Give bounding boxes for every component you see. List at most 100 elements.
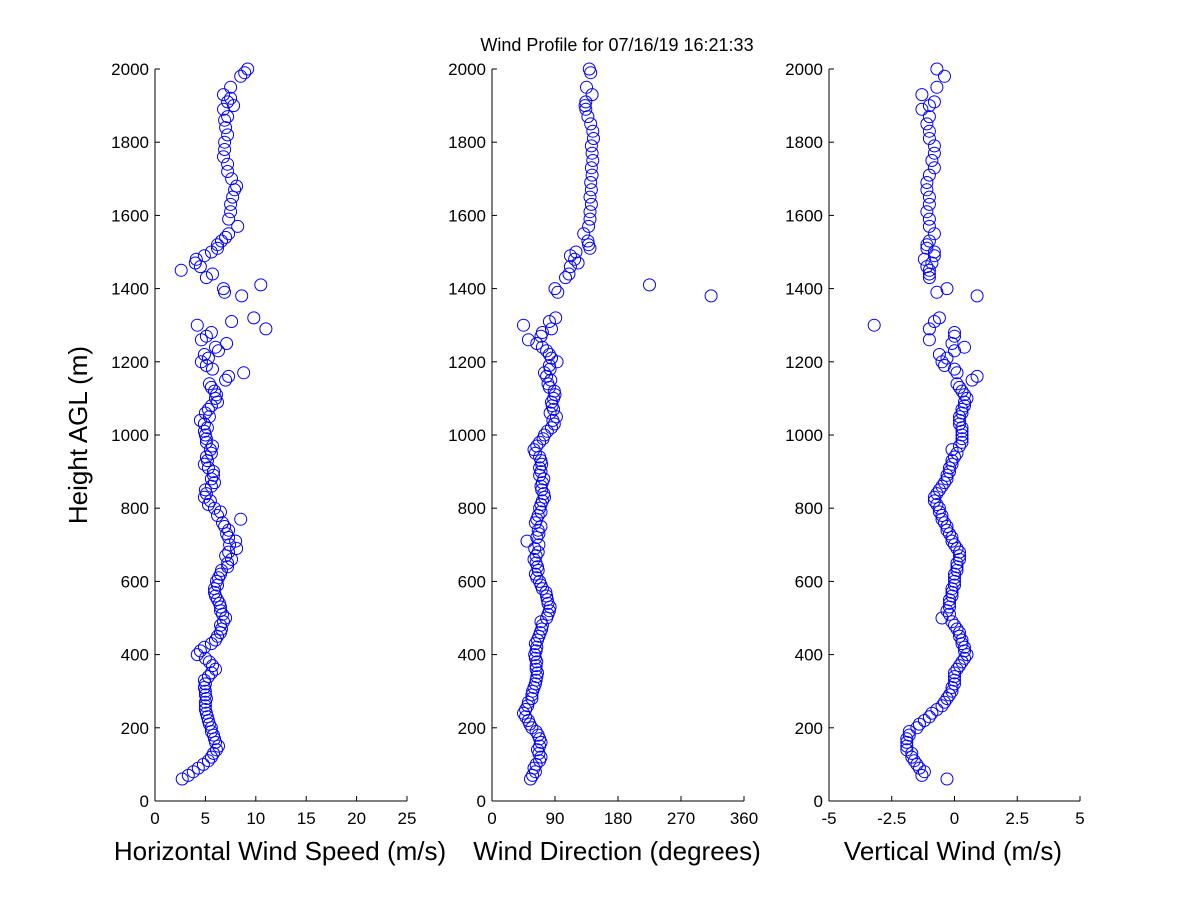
y-axis-label: Height AGL (m) xyxy=(63,346,93,524)
data-point xyxy=(970,369,984,383)
data-point xyxy=(528,542,542,555)
data-point xyxy=(953,626,966,640)
data-point xyxy=(585,146,599,160)
data-point xyxy=(943,527,956,541)
data-point xyxy=(208,384,221,398)
data-point xyxy=(955,435,969,449)
data-point xyxy=(224,80,238,94)
x-tick-label: 0 xyxy=(487,809,496,828)
data-point xyxy=(197,348,211,361)
data-point xyxy=(219,230,233,244)
data-point xyxy=(193,644,207,658)
data-point xyxy=(199,450,213,464)
data-point xyxy=(950,542,964,555)
data-point xyxy=(960,648,974,662)
data-point xyxy=(231,219,245,233)
data-point xyxy=(218,143,232,156)
data-point xyxy=(945,681,959,694)
data-point xyxy=(958,640,971,654)
data-point xyxy=(537,487,551,501)
data-point xyxy=(920,205,934,219)
data-point xyxy=(938,516,951,530)
data-point xyxy=(542,315,556,328)
data-point xyxy=(953,552,966,566)
data-point xyxy=(217,150,230,164)
data-point xyxy=(204,479,218,493)
data-point xyxy=(584,117,598,131)
data-point xyxy=(216,516,229,530)
y-tick-label: 1600 xyxy=(448,206,486,225)
data-point xyxy=(225,315,239,328)
y-tick-label: 400 xyxy=(458,646,486,665)
data-point xyxy=(584,197,598,211)
data-point xyxy=(194,355,208,369)
data-point xyxy=(217,282,230,296)
data-point xyxy=(538,428,551,442)
data-point xyxy=(948,329,961,343)
data-point xyxy=(197,673,211,687)
data-point xyxy=(562,267,576,281)
data-point xyxy=(234,512,248,526)
data-point xyxy=(920,176,934,189)
data-point xyxy=(530,531,544,544)
data-point xyxy=(940,523,954,537)
y-tick-label: 400 xyxy=(121,646,149,665)
data-point xyxy=(948,344,961,358)
data-point xyxy=(215,234,228,248)
data-point xyxy=(584,183,598,197)
data-point xyxy=(204,750,218,764)
data-point xyxy=(217,88,230,102)
data-point xyxy=(196,757,210,771)
data-point xyxy=(569,245,583,259)
data-point xyxy=(582,219,596,233)
data-point xyxy=(201,461,215,475)
data-point xyxy=(922,322,936,336)
data-point xyxy=(208,501,221,515)
x-tick-label: 5 xyxy=(1075,809,1084,828)
y-tick-label: 1000 xyxy=(448,426,486,445)
data-point xyxy=(900,743,914,757)
data-point xyxy=(955,402,969,416)
data-point xyxy=(945,531,959,544)
data-point xyxy=(935,611,949,625)
data-point xyxy=(938,695,951,709)
data-point xyxy=(197,417,211,431)
data-point xyxy=(932,348,946,361)
data-point xyxy=(953,410,966,424)
data-point xyxy=(254,278,268,292)
data-point xyxy=(202,655,216,669)
data-point xyxy=(549,410,563,424)
y-tick-label: 1200 xyxy=(448,353,486,372)
data-point xyxy=(587,132,600,145)
data-point xyxy=(953,659,966,673)
data-point xyxy=(948,578,961,592)
data-point xyxy=(221,110,235,124)
y-tick-label: 1000 xyxy=(111,426,149,445)
data-point xyxy=(586,154,600,167)
x-tick-label: 20 xyxy=(347,809,366,828)
data-point xyxy=(585,168,599,182)
data-point xyxy=(922,710,936,724)
data-point xyxy=(202,410,216,424)
data-point xyxy=(917,714,931,727)
data-point xyxy=(218,135,232,149)
data-point xyxy=(945,534,959,548)
y-tick-label: 0 xyxy=(477,792,486,811)
data-point xyxy=(531,523,545,537)
data-point xyxy=(925,154,939,167)
data-point xyxy=(950,366,964,380)
data-point xyxy=(529,556,543,570)
data-point xyxy=(225,172,239,186)
data-point xyxy=(521,333,535,347)
data-point xyxy=(209,633,222,647)
data-point xyxy=(530,337,544,350)
y-tick-label: 2000 xyxy=(448,60,486,79)
data-point xyxy=(940,772,954,786)
data-point xyxy=(945,457,959,471)
data-point xyxy=(534,750,548,764)
data-point xyxy=(197,490,211,504)
data-point xyxy=(925,706,939,720)
data-point xyxy=(902,728,916,742)
data-point xyxy=(948,666,961,680)
